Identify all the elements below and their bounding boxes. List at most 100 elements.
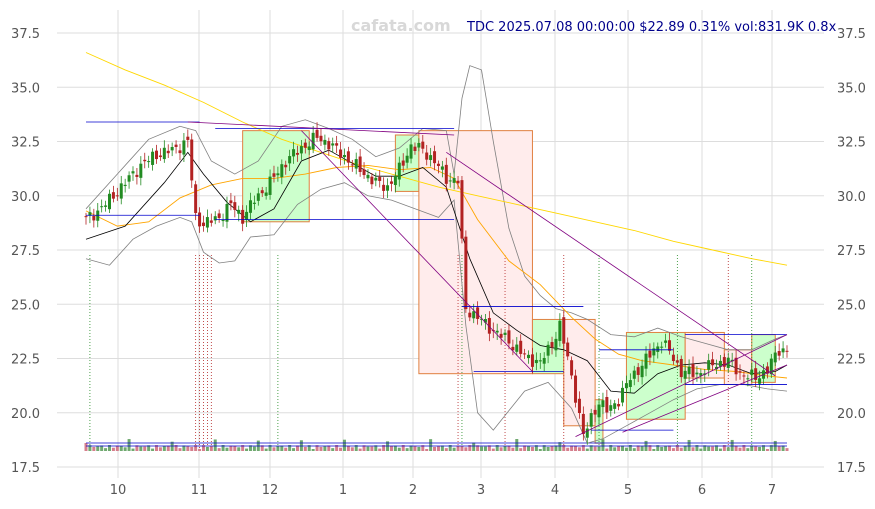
candle-body	[335, 143, 339, 146]
volume-bar	[738, 447, 742, 451]
volume-bar	[765, 448, 769, 451]
volume-bar	[229, 445, 233, 451]
y-tick-label-right: 22.5	[837, 353, 866, 368]
candle-body	[292, 149, 296, 157]
volume-bar	[233, 445, 237, 451]
volume-bar	[389, 445, 393, 451]
volume-bar	[456, 445, 460, 451]
volume-bar	[288, 445, 292, 451]
volume-bar	[550, 446, 554, 451]
candle-body	[503, 332, 507, 335]
volume-bar	[358, 448, 362, 451]
volume-bar	[577, 447, 581, 451]
volume-bar	[96, 446, 100, 451]
candle-body	[366, 174, 370, 179]
volume-bar	[178, 448, 182, 451]
volume-bar	[648, 445, 652, 451]
volume-bar	[335, 445, 339, 451]
volume-bar	[523, 445, 527, 451]
candle-body	[237, 209, 241, 214]
x-tick-label: 3	[477, 483, 485, 498]
volume-bar	[292, 448, 296, 451]
candle-body	[166, 150, 170, 154]
candle-body	[597, 404, 601, 418]
volume-bar	[127, 439, 131, 451]
candle-body	[440, 166, 444, 170]
volume-bar	[111, 447, 115, 451]
candle-body	[413, 146, 417, 151]
candle-body	[476, 307, 480, 319]
trend-line	[446, 152, 776, 377]
candle-body	[613, 403, 617, 409]
candle-body	[507, 330, 511, 344]
volume-bar	[695, 445, 699, 451]
candle-body	[577, 398, 581, 414]
volume-bar	[597, 446, 601, 451]
x-tick-label: 11	[191, 483, 208, 498]
candle-body	[248, 200, 252, 213]
volume-bar	[581, 445, 585, 451]
info-datetime: 2025.07.08 00:00:00	[498, 20, 635, 35]
volume-bar	[88, 445, 92, 451]
volume-bar	[147, 445, 151, 451]
volume-bar	[617, 445, 621, 451]
candle-body	[158, 155, 162, 158]
candle-body	[671, 354, 675, 362]
volume-bar	[397, 447, 401, 451]
y-tick-label-left: 35.0	[11, 81, 40, 96]
volume-bar	[107, 445, 111, 451]
candle-body	[530, 354, 534, 367]
x-tick-label: 4	[551, 483, 559, 498]
volume-bar	[268, 445, 272, 451]
y-tick-label-left: 27.5	[11, 244, 40, 259]
candle-body	[319, 135, 323, 142]
volume-bar	[754, 446, 758, 451]
volume-bar	[656, 445, 660, 451]
info-ticker: TDC	[466, 20, 494, 35]
volume-bar	[280, 445, 284, 451]
candle-body	[483, 319, 487, 323]
volume-bar	[104, 448, 108, 451]
volume-bar	[601, 439, 605, 451]
candle-body	[151, 151, 155, 165]
candle-body	[640, 365, 644, 378]
volume-bar	[139, 446, 143, 451]
volume-bar	[272, 447, 276, 451]
candle-body	[550, 342, 554, 348]
volume-bar	[546, 446, 550, 451]
candle-body	[648, 350, 652, 358]
volume-bar	[421, 445, 425, 451]
candle-body	[558, 320, 562, 341]
volume-bar	[632, 448, 636, 451]
candle-body	[769, 358, 773, 375]
bollinger-upper-line	[85, 65, 788, 351]
volume-bar	[722, 445, 726, 451]
candle-body	[123, 184, 127, 187]
volume-bar	[675, 445, 679, 451]
candle-body	[554, 338, 558, 351]
candle-body	[534, 359, 538, 364]
candle-body	[742, 375, 746, 377]
candle-body	[750, 369, 754, 375]
volume-bar	[519, 448, 523, 451]
volume-bar	[742, 445, 746, 451]
candle-body	[354, 159, 358, 169]
volume-bar	[671, 448, 675, 451]
volume-bar	[605, 448, 609, 451]
candle-body	[777, 351, 781, 356]
trend-line	[575, 334, 788, 437]
volume-bar	[483, 446, 487, 451]
candle-body	[401, 160, 405, 166]
candle-body	[601, 400, 605, 408]
candle-body	[417, 142, 421, 148]
candle-body	[272, 173, 276, 177]
volume-bar	[679, 447, 683, 451]
volume-bar	[495, 445, 499, 451]
candle-body	[135, 174, 139, 177]
candle-body	[765, 366, 769, 374]
candle-body	[339, 149, 343, 158]
volume-bar	[366, 446, 370, 451]
volume-bar	[660, 446, 664, 451]
level-lines	[86, 121, 788, 437]
volume-bar	[382, 445, 386, 451]
